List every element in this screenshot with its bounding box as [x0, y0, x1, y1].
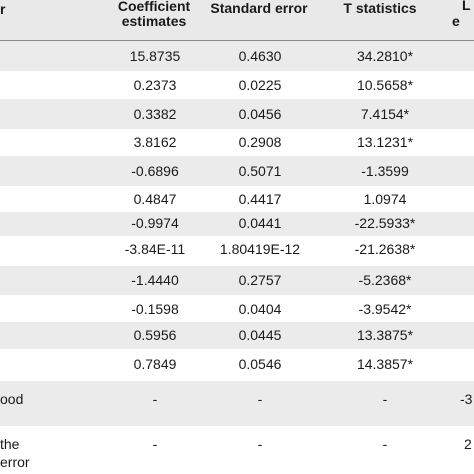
table-row: 0.5956 0.0445 13.3875*	[0, 322, 474, 349]
header-rule	[0, 40, 474, 41]
se-cell: 0.2908	[238, 134, 282, 150]
cut-off-cell: 2	[464, 436, 472, 452]
se-cell: 0.0546	[238, 356, 282, 372]
table-row: 0.7849 0.0546 14.3857*	[0, 349, 474, 381]
header-cut-off-top: L	[462, 0, 471, 13]
t-cell: 7.4154*	[360, 106, 410, 122]
row-label: ood	[0, 391, 24, 407]
t-cell: -	[382, 436, 388, 452]
coef-cell: -0.6896	[131, 163, 179, 179]
t-cell: 1.0974	[363, 191, 407, 207]
coef-cell: -	[152, 436, 158, 452]
table-header: r Coefficient estimates Standard error T…	[0, 0, 474, 40]
table-row: -3.84E-11 1.80419E-12 -21.2638*	[0, 236, 474, 266]
t-cell: 13.3875*	[356, 327, 414, 343]
header-standard-error: Standard error	[210, 0, 308, 16]
coef-cell: 0.5956	[133, 327, 177, 343]
header-variable: r	[0, 1, 6, 17]
table-row: -0.1598 0.0404 -3.9542*	[0, 295, 474, 322]
se-cell: 0.0404	[238, 301, 282, 317]
coef-cell: 15.8735	[129, 48, 181, 64]
coef-cell: 0.3382	[133, 106, 177, 122]
se-cell: -	[257, 436, 263, 452]
table-row: -0.9974 0.0441 -22.5933*	[0, 212, 474, 236]
header-coefficient-estimates: Coefficient estimates	[117, 0, 191, 29]
table-row: ood - - - -3	[0, 381, 474, 426]
se-cell: 0.4630	[238, 48, 282, 64]
table-row: 0.2373 0.0225 10.5658*	[0, 71, 474, 99]
table-row: 15.8735 0.4630 34.2810*	[0, 41, 474, 71]
cut-off-cell: -3	[460, 391, 473, 407]
se-cell: 0.5071	[238, 163, 282, 179]
t-cell: -22.5933*	[354, 215, 416, 231]
t-cell: -3.9542*	[358, 301, 412, 317]
coef-cell: -0.9974	[131, 215, 179, 231]
header-cut-off-bottom: e	[452, 13, 460, 29]
coef-cell: -0.1598	[131, 301, 179, 317]
t-cell: 10.5658*	[356, 77, 414, 93]
se-cell: 0.0445	[238, 327, 282, 343]
coef-cell: 0.7849	[133, 356, 177, 372]
table-row: the error - - - 2	[0, 426, 474, 474]
t-cell: -1.3599	[361, 163, 409, 179]
se-cell: 0.4417	[238, 191, 282, 207]
t-cell: 14.3857*	[356, 356, 414, 372]
row-label: the	[0, 436, 20, 452]
table-row: -1.4440 0.2757 -5.2368*	[0, 266, 474, 295]
row-label-line2: error	[0, 454, 30, 470]
coef-cell: 0.4847	[133, 191, 177, 207]
se-cell: 0.0456	[238, 106, 282, 122]
t-cell: -5.2368*	[358, 272, 412, 288]
table-row: 0.3382 0.0456 7.4154*	[0, 99, 474, 129]
header-t-statistics: T statistics	[343, 0, 417, 16]
coef-cell: -1.4440	[131, 272, 179, 288]
se-cell: 0.2757	[238, 272, 282, 288]
table-row: 3.8162 0.2908 13.1231*	[0, 129, 474, 156]
se-cell: -	[257, 391, 263, 407]
se-cell: 0.0225	[238, 77, 282, 93]
table-row: 0.4847 0.4417 1.0974	[0, 186, 474, 212]
t-cell: 13.1231*	[356, 134, 414, 150]
se-cell: 0.0441	[238, 215, 282, 231]
coef-cell: 3.8162	[133, 134, 177, 150]
coef-cell: -3.84E-11	[124, 241, 186, 257]
t-cell: -	[382, 391, 388, 407]
t-cell: -21.2638*	[354, 241, 416, 257]
se-cell: 1.80419E-12	[219, 241, 301, 257]
coef-cell: 0.2373	[133, 77, 177, 93]
t-cell: 34.2810*	[356, 48, 414, 64]
table-row: -0.6896 0.5071 -1.3599	[0, 156, 474, 186]
coef-cell: -	[152, 391, 158, 407]
